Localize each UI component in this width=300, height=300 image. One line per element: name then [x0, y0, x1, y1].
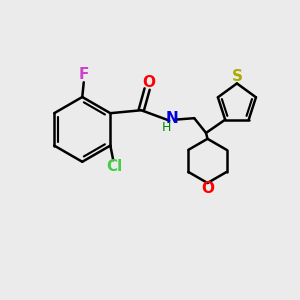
Text: S: S — [231, 70, 242, 85]
Text: N: N — [165, 111, 178, 126]
Text: F: F — [79, 68, 89, 82]
Text: O: O — [142, 75, 155, 90]
Text: H: H — [162, 121, 172, 134]
Text: O: O — [201, 181, 214, 196]
Text: Cl: Cl — [106, 159, 123, 174]
